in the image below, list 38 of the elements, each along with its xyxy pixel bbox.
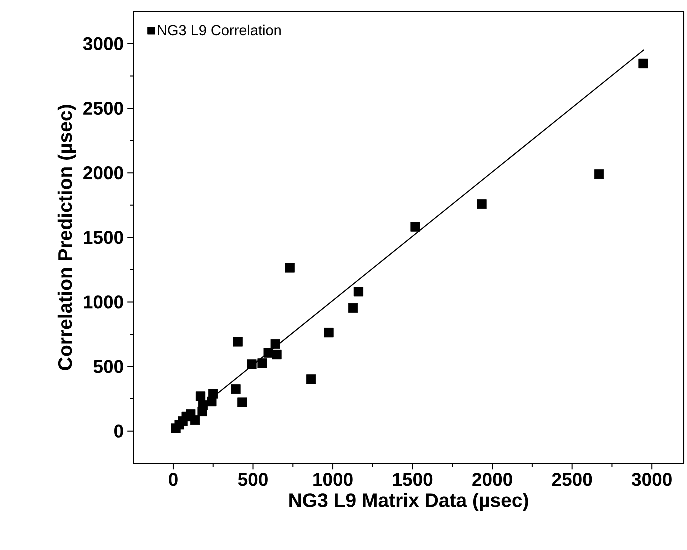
point	[258, 358, 268, 368]
point	[238, 398, 248, 408]
point	[198, 400, 208, 410]
point	[354, 287, 364, 297]
x-tick-label: 1000	[314, 473, 353, 486]
y-tick-label: 1000	[84, 296, 124, 309]
y-tick-label: 500	[94, 360, 124, 374]
point	[477, 200, 487, 210]
y-tick-label: 1500	[84, 231, 124, 244]
point	[348, 303, 358, 313]
x-axis-title: NG3 L9 Matrix Data (µsec)	[290, 493, 528, 512]
point	[233, 337, 243, 347]
x-tick-label: 0	[169, 473, 178, 486]
x-tick-label: 500	[238, 473, 268, 486]
point	[410, 222, 420, 232]
point	[208, 389, 218, 399]
x-tick-label: 2500	[552, 473, 592, 486]
y-tick-label: 2500	[84, 102, 124, 116]
x-tick-label: 1500	[393, 473, 433, 486]
point	[306, 374, 316, 384]
point	[196, 392, 206, 402]
point	[247, 360, 257, 370]
y-tick-label: 2000	[84, 166, 124, 180]
legend-label: NG3 L9 Correlation	[158, 24, 281, 36]
y-axis-title: Correlation Prediction (µsec)	[58, 105, 76, 370]
x-tick-label: 3000	[632, 473, 672, 486]
point	[190, 416, 200, 426]
point	[285, 263, 295, 273]
point	[324, 328, 334, 338]
x-tick-label: 2000	[472, 473, 512, 486]
point	[270, 339, 280, 349]
point	[638, 58, 648, 69]
y-tick-label: 3000	[83, 37, 124, 51]
y-tick-label: 0	[114, 424, 124, 438]
point	[272, 350, 282, 360]
point	[594, 170, 604, 180]
point	[264, 348, 274, 358]
point	[231, 384, 241, 394]
